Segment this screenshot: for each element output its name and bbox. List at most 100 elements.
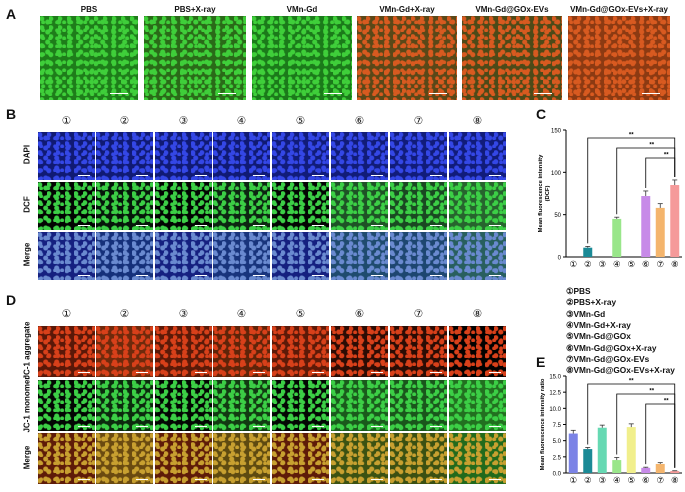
- bar: [641, 467, 651, 473]
- column-number: ⑤: [295, 115, 306, 127]
- scale-bar: [371, 425, 383, 427]
- micrograph-tile: [96, 326, 153, 377]
- legend-item: ④VMn-Gd+X-ray: [566, 319, 631, 330]
- panel-a-micrograph: [252, 16, 352, 100]
- x-tick-label: ⑦: [656, 259, 664, 268]
- y-tick-label: 100: [551, 171, 562, 177]
- y-tick-label: 10.0: [549, 407, 561, 413]
- bar: [670, 471, 680, 473]
- micrograph-tile: [155, 433, 212, 484]
- y-tick-label: 0.0: [553, 472, 562, 478]
- micrograph-tile: [331, 380, 388, 431]
- x-tick-label: ⑤: [627, 259, 635, 268]
- scale-bar: [430, 224, 442, 226]
- scale-bar: [489, 425, 501, 427]
- micrograph-tile: [213, 232, 270, 280]
- micrograph-tile: [38, 433, 95, 484]
- micrograph-tile: [449, 182, 506, 230]
- column-number: ⑧: [472, 115, 483, 127]
- column-number: ⑤: [295, 308, 306, 320]
- panel-c-chart: 0 50 100 150 Mean fluorescence intensity(DCF…: [538, 129, 682, 268]
- significance-label: **: [664, 399, 669, 405]
- micrograph-tile: [213, 132, 270, 180]
- scale-bar: [312, 425, 324, 427]
- scale-bar: [253, 224, 265, 226]
- row-label: Merge: [22, 445, 32, 469]
- significance-bracket: [645, 403, 676, 468]
- significance-bracket: [645, 157, 676, 188]
- scale-bar: [371, 224, 383, 226]
- row-label: Merge: [22, 242, 32, 267]
- panel-a-micrograph: [144, 16, 246, 100]
- bar: [670, 185, 680, 257]
- scale-bar: [78, 174, 90, 176]
- micrograph-tile: [390, 132, 447, 180]
- micrograph-tile: [272, 232, 329, 280]
- micrograph-tile: [331, 433, 388, 484]
- significance-label: **: [629, 379, 634, 385]
- micrograph-tile: [331, 326, 388, 377]
- micrograph-tile: [449, 132, 506, 180]
- scale-bar: [430, 174, 442, 176]
- scale-bar: [489, 274, 501, 276]
- bar: [583, 247, 593, 257]
- bar: [583, 449, 593, 473]
- bar: [597, 427, 607, 473]
- column-number: ①: [61, 115, 72, 127]
- x-tick-label: ⑥: [642, 259, 650, 268]
- micrograph-tile: [96, 182, 153, 230]
- scale-bar: [195, 478, 207, 480]
- scale-bar: [534, 92, 552, 94]
- micrograph-tile: [390, 232, 447, 280]
- x-tick-label: ⑧: [671, 475, 679, 485]
- panel-letter-b: B: [6, 106, 17, 122]
- scale-bar: [312, 224, 324, 226]
- micrograph-tile: [272, 326, 329, 377]
- x-tick-label: ⑧: [671, 259, 679, 268]
- panel-a-micrograph: [357, 16, 457, 100]
- y-axis-label: Mean fluorescence intensity ratio: [540, 378, 546, 470]
- legend-item: ②PBS+X-ray: [566, 297, 617, 308]
- x-tick-label: ②: [584, 259, 592, 268]
- micrograph-tile: [213, 182, 270, 230]
- significance-label: **: [649, 143, 654, 149]
- panel-a-title: VMn-Gd@GOx-EVs+X-ray: [570, 5, 668, 14]
- micrograph-tile: [38, 380, 95, 431]
- scale-bar: [136, 371, 148, 373]
- micrograph-tile: [213, 380, 270, 431]
- scale-bar: [253, 425, 265, 427]
- micrograph-tile: [449, 326, 506, 377]
- micrograph-tile: [38, 326, 95, 377]
- scale-bar: [371, 174, 383, 176]
- micrograph-tile: [155, 232, 212, 280]
- y-tick-label: 15.0: [549, 375, 561, 381]
- scale-bar: [430, 425, 442, 427]
- column-number: ④: [236, 308, 247, 320]
- scale-bar: [110, 92, 128, 94]
- bar: [568, 433, 578, 473]
- micrograph-tile: [390, 182, 447, 230]
- column-number: ⑥: [354, 308, 365, 320]
- micrograph-tile: [390, 326, 447, 377]
- y-tick-label: 12.5: [549, 391, 561, 397]
- bar: [612, 218, 622, 257]
- micrograph-tile: [213, 433, 270, 484]
- bar: [655, 207, 665, 257]
- panel-a-title: VMn-Gd@GOx-EVs: [475, 5, 549, 14]
- scale-bar: [489, 478, 501, 480]
- scale-bar: [312, 174, 324, 176]
- scale-bar: [312, 371, 324, 373]
- micrograph-tile: [38, 182, 95, 230]
- column-number: ②: [119, 308, 130, 320]
- significance-label: **: [649, 389, 654, 395]
- x-tick-label: ④: [613, 259, 621, 268]
- micrograph-tile: [390, 380, 447, 431]
- column-number: ①: [61, 308, 72, 320]
- panel-letter-d: D: [6, 292, 17, 308]
- x-tick-label: ②: [584, 475, 592, 485]
- micrograph-tile: [38, 132, 95, 180]
- significance-label: **: [664, 153, 669, 159]
- micrograph-tile: [155, 380, 212, 431]
- y-tick-label: 0: [558, 256, 562, 262]
